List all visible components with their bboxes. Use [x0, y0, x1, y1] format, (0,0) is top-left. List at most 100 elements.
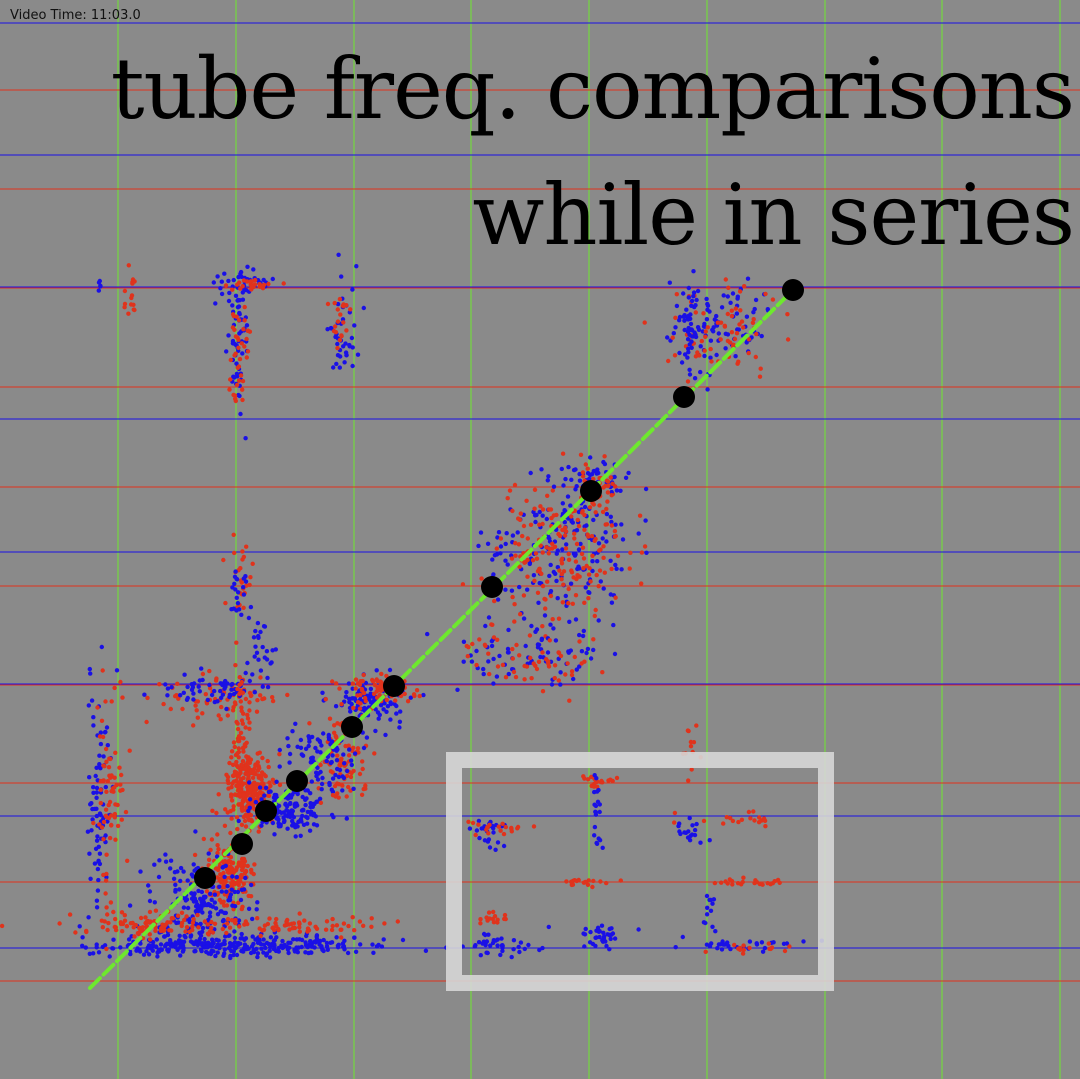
data-point-red: [332, 300, 337, 306]
data-point-blue: [181, 690, 186, 695]
data-point-blue: [210, 937, 215, 942]
data-point-red: [225, 713, 230, 718]
data-point-red: [237, 675, 242, 680]
data-point-blue: [230, 681, 235, 687]
data-point-red: [73, 930, 78, 935]
data-point-blue: [613, 522, 618, 527]
data-point-red: [239, 705, 244, 710]
data-point-red: [688, 744, 694, 749]
data-point-red: [242, 818, 248, 824]
data-point-red: [702, 348, 707, 353]
data-point-red: [582, 527, 587, 532]
data-point-red: [502, 912, 508, 918]
data-point-blue: [588, 929, 593, 935]
title-line-1: tube freq. comparisons: [110, 40, 1075, 138]
data-point-red: [218, 717, 223, 722]
data-point-red: [179, 910, 185, 915]
data-point-red: [104, 759, 109, 764]
data-point-blue: [609, 489, 614, 495]
data-point-blue: [92, 806, 97, 812]
data-point-blue: [191, 862, 196, 867]
data-point-blue: [341, 752, 346, 757]
key-point: [341, 716, 363, 738]
data-point-blue: [240, 290, 245, 295]
data-point-blue: [510, 533, 516, 538]
data-point-blue: [272, 795, 277, 800]
data-point-red: [183, 929, 188, 934]
data-point-red: [563, 525, 568, 530]
data-point-blue: [251, 267, 256, 272]
data-point-red: [244, 355, 249, 360]
data-point-blue: [146, 952, 152, 957]
data-point-red: [200, 711, 205, 716]
data-point-red: [204, 701, 210, 706]
data-point-red: [227, 760, 232, 766]
data-point-blue: [692, 376, 698, 381]
data-point-blue: [285, 826, 290, 831]
data-point-blue: [306, 743, 311, 749]
data-point-red: [741, 943, 746, 948]
data-point-blue: [95, 866, 101, 872]
data-point-blue: [612, 474, 617, 480]
data-point-blue: [709, 941, 714, 946]
data-point-blue: [233, 293, 239, 298]
data-point-blue: [491, 656, 496, 662]
data-point-blue: [152, 900, 157, 905]
data-point-red: [586, 572, 592, 577]
data-point-blue: [200, 929, 205, 934]
data-point-blue: [555, 565, 560, 570]
data-point-red: [132, 279, 137, 284]
data-point-blue: [244, 323, 250, 328]
data-point-blue: [619, 522, 624, 527]
data-point-blue: [200, 925, 206, 931]
data-point-red: [191, 723, 196, 728]
data-point-blue: [200, 910, 205, 915]
data-point-blue: [544, 516, 549, 522]
data-point-red: [460, 582, 466, 587]
data-point-red: [722, 324, 728, 329]
data-point-blue: [88, 802, 93, 807]
data-point-red: [604, 880, 609, 886]
data-point-red: [206, 857, 212, 862]
data-point-blue: [303, 940, 308, 945]
data-point-blue: [713, 929, 718, 934]
data-point-red: [560, 600, 565, 605]
data-point-red: [598, 879, 603, 884]
data-point-blue: [264, 657, 270, 662]
data-point-blue: [283, 813, 288, 818]
data-point-blue: [574, 528, 580, 533]
data-point-red: [237, 356, 243, 362]
data-point-red: [285, 917, 290, 923]
data-point-blue: [255, 951, 261, 956]
data-point-blue: [592, 833, 597, 838]
data-point-red: [113, 750, 118, 755]
data-point-blue: [269, 660, 274, 665]
data-point-red: [573, 559, 579, 564]
data-point-blue: [546, 924, 551, 930]
data-point-blue: [498, 952, 503, 958]
data-point-red: [581, 566, 586, 571]
data-point-red: [527, 633, 533, 638]
data-point-red: [184, 914, 189, 919]
data-point-blue: [569, 477, 574, 482]
data-point-blue: [276, 817, 281, 822]
data-point-blue: [499, 936, 504, 941]
data-point-blue: [262, 793, 267, 798]
data-point-blue: [473, 943, 478, 948]
data-point-blue: [292, 949, 298, 954]
data-point-blue: [91, 723, 96, 728]
data-point-red: [225, 917, 231, 922]
data-point-red: [694, 723, 699, 728]
data-point-blue: [522, 946, 527, 952]
data-point-blue: [166, 947, 171, 952]
data-point-red: [153, 928, 158, 933]
data-point-red: [495, 637, 500, 642]
data-point-red: [231, 313, 237, 319]
data-point-blue: [358, 942, 363, 947]
data-point-blue: [350, 696, 356, 701]
data-point-red: [580, 510, 585, 515]
data-point-blue: [283, 802, 288, 807]
key-point: [231, 833, 253, 855]
data-point-red: [307, 721, 312, 726]
data-point-red: [239, 341, 244, 346]
